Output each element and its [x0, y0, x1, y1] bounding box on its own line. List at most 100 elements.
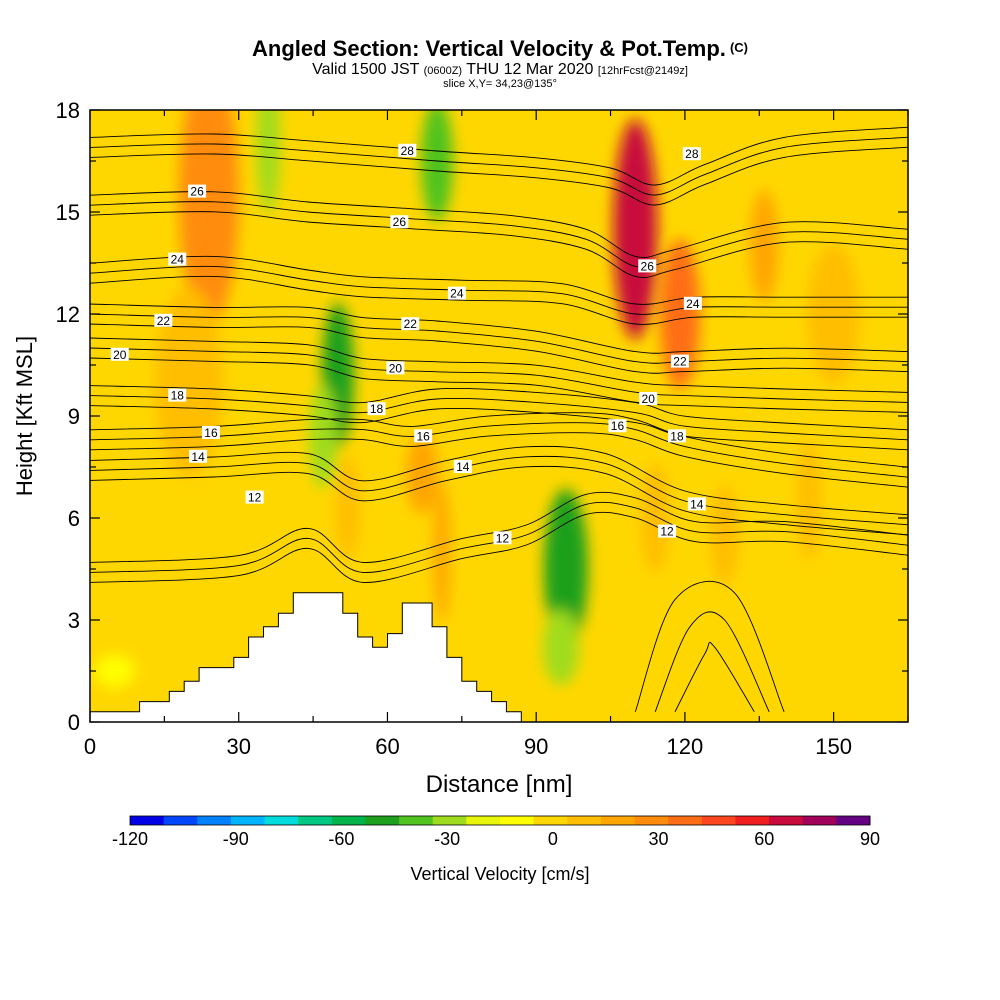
theta-label: 14 [453, 460, 472, 474]
velocity-cell [875, 258, 908, 438]
colorbar-swatch [163, 816, 198, 825]
theta-label-text: 22 [157, 314, 171, 328]
colorbar-label: Vertical Velocity [cm/s] [410, 864, 589, 884]
colorbar-swatch [668, 816, 703, 825]
colorbar-swatch [701, 816, 736, 825]
theta-contour-24 [90, 275, 908, 325]
colorbar-swatch [230, 816, 266, 825]
x-axis-label: Distance [nm] [426, 771, 573, 798]
y-tick-label: 6 [68, 506, 80, 531]
y-tick-label: 3 [68, 608, 80, 633]
theta-contour-14 [90, 455, 908, 526]
y-tick-label: 0 [68, 710, 80, 735]
theta-contours [90, 126, 908, 713]
colorbar-swatch [533, 816, 568, 825]
velocity-field [94, 110, 908, 687]
theta-label-text: 16 [611, 419, 625, 433]
colorbar-swatch [466, 816, 501, 825]
theta-contour-16 [90, 412, 908, 468]
x-tick-label: 30 [226, 734, 250, 759]
theta-contour-12 [90, 501, 908, 573]
theta-label: 18 [667, 429, 686, 443]
theta-label: 18 [367, 402, 386, 416]
theta-label-text: 26 [190, 185, 204, 199]
theta-contour-28 [90, 126, 908, 186]
colorbar-tick-label: -60 [328, 829, 354, 849]
theta-contour-surface [674, 641, 755, 713]
x-tick-label: 0 [84, 734, 96, 759]
colorbar-tick-label: 60 [754, 829, 774, 849]
theta-contour-22 [90, 313, 908, 364]
colorbar-swatch [802, 816, 837, 825]
theta-contour-24 [90, 265, 908, 315]
theta-contour-26 [90, 201, 908, 269]
theta-contour-18 [90, 395, 908, 441]
y-axis-label: Height [Kft MSL] [12, 336, 37, 496]
theta-label-text: 20 [113, 348, 127, 362]
theta-label-text: 16 [416, 429, 430, 443]
x-tick-label: 120 [667, 734, 704, 759]
colorbar-swatch [836, 816, 871, 825]
theta-contour-22 [90, 323, 908, 374]
colorbar-tick-label: 30 [649, 829, 669, 849]
velocity-cell [433, 482, 450, 622]
colorbar-swatch [365, 816, 400, 825]
theta-label-text: 24 [686, 297, 700, 311]
velocity-cell [178, 110, 239, 325]
theta-label: 28 [682, 147, 701, 161]
theta-contour-14 [90, 445, 908, 516]
theta-contour-16 [90, 422, 908, 478]
theta-contour-12 [90, 511, 908, 583]
valid-time: Valid 1500 JST [312, 61, 420, 78]
x-tick-label: 150 [815, 734, 852, 759]
theta-label-text: 26 [393, 215, 407, 229]
theta-contour-surface [654, 611, 770, 712]
colorbar-swatch [432, 816, 467, 825]
valid-date: THU 12 Mar 2020 [466, 61, 594, 78]
colorbar-tick-label: 90 [860, 829, 880, 849]
colorbar-swatch [264, 816, 299, 825]
theta-contour-18 [90, 405, 908, 451]
velocity-cell [406, 433, 439, 514]
theta-contour-14 [90, 465, 908, 536]
theta-label-text: 26 [641, 259, 655, 273]
theta-contour-28 [90, 146, 908, 206]
theta-label: 16 [201, 426, 220, 440]
forecast-info: [12hrFcst@2149z] [597, 65, 688, 77]
theta-contour-20 [90, 347, 908, 403]
velocity-cell [641, 463, 670, 573]
colorbar-swatch [735, 816, 770, 825]
theta-label: 12 [245, 490, 264, 505]
y-tick-label: 15 [56, 200, 80, 225]
theta-contour-20 [90, 357, 908, 413]
theta-label: 22 [670, 354, 689, 369]
chart-subtitle: Valid 1500 JST (0600Z) THU 12 Mar 2020 [… [0, 61, 1000, 79]
theta-contour-16 [90, 432, 908, 488]
velocity-cell [335, 455, 360, 560]
theta-contour-20 [90, 337, 908, 393]
theta-label-text: 20 [389, 361, 403, 375]
theta-label-text: 18 [171, 389, 185, 403]
colorbar-swatch [298, 816, 333, 825]
theta-label: 12 [493, 531, 512, 545]
theta-label: 26 [390, 215, 409, 229]
colorbar-frame [129, 815, 871, 826]
colorbar-swatch [634, 816, 669, 825]
theta-label: 28 [398, 143, 417, 158]
theta-label: 18 [168, 388, 187, 403]
theta-contour-22 [90, 303, 908, 354]
theta-contour-26 [90, 211, 908, 279]
theta-label: 14 [687, 497, 706, 511]
colorbar-swatch [130, 816, 165, 825]
theta-label: 26 [188, 184, 207, 199]
theta-label: 20 [386, 361, 405, 375]
theta-label-text: 14 [690, 497, 704, 511]
theta-label: 24 [168, 252, 187, 267]
theta-label-text: 14 [191, 450, 205, 464]
theta-label: 22 [154, 313, 173, 328]
chart-title: Angled Section: Vertical Velocity & Pot.… [252, 36, 748, 61]
theta-label: 12 [658, 524, 677, 539]
velocity-cell [750, 190, 779, 302]
theta-label-text: 24 [171, 253, 185, 267]
